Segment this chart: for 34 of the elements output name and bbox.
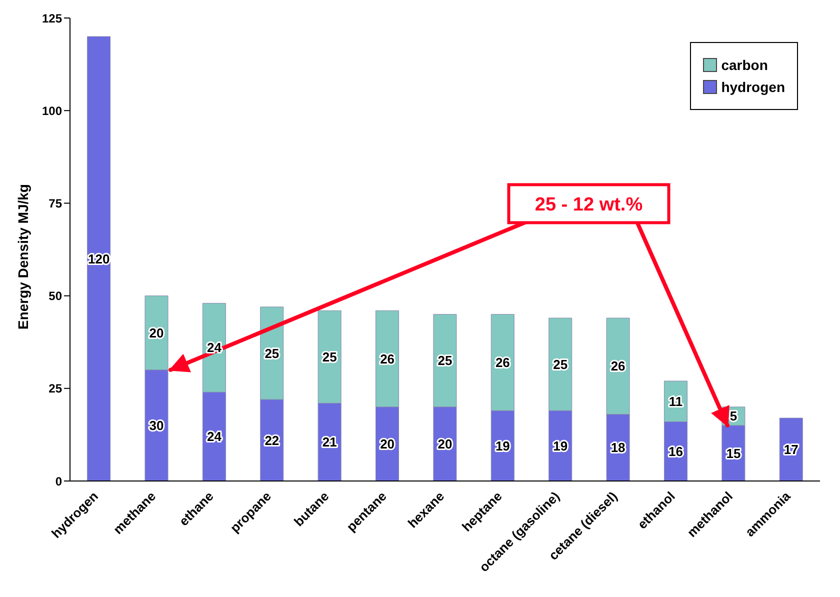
data-label: 19 bbox=[495, 438, 510, 454]
annotation: 25 - 12 wt.% bbox=[534, 194, 643, 216]
data-label: 15 bbox=[726, 446, 741, 461]
data-label: 17 bbox=[784, 442, 798, 458]
data-label: 26 bbox=[610, 358, 626, 374]
data-label: 18 bbox=[610, 440, 626, 456]
data-label: 24 bbox=[206, 429, 222, 444]
bar bbox=[87, 36, 111, 481]
data-label: 5 bbox=[730, 408, 738, 424]
data-label: 16 bbox=[668, 444, 684, 459]
data-label: 25 bbox=[322, 349, 337, 364]
data-label: 21 bbox=[322, 434, 337, 450]
data-label: 25 bbox=[438, 353, 452, 368]
data-label: 20 bbox=[149, 325, 164, 340]
y-tick-label: 75 bbox=[48, 196, 62, 210]
y-tick-label: 50 bbox=[48, 289, 62, 304]
data-label: 30 bbox=[149, 418, 164, 433]
y-tick-label: 125 bbox=[42, 11, 62, 26]
data-label: 22 bbox=[264, 432, 280, 448]
y-tick-label: 100 bbox=[42, 104, 62, 118]
data-label: 19 bbox=[553, 438, 568, 454]
data-label: 25 bbox=[264, 346, 280, 361]
legend-label: hydrogen bbox=[721, 79, 785, 95]
legend-label: carbon bbox=[721, 57, 768, 73]
y-axis-title: Energy Density MJ/kg bbox=[14, 184, 31, 330]
data-label: 11 bbox=[668, 394, 683, 409]
data-label: 26 bbox=[495, 355, 510, 370]
data-label: 26 bbox=[380, 351, 395, 366]
data-label: 25 bbox=[553, 356, 568, 372]
y-tick-label: 0 bbox=[55, 474, 62, 488]
data-label: 120 bbox=[88, 251, 110, 266]
y-tick-label: 25 bbox=[48, 382, 62, 396]
data-label: 20 bbox=[380, 436, 395, 452]
data-label: 20 bbox=[438, 436, 452, 452]
